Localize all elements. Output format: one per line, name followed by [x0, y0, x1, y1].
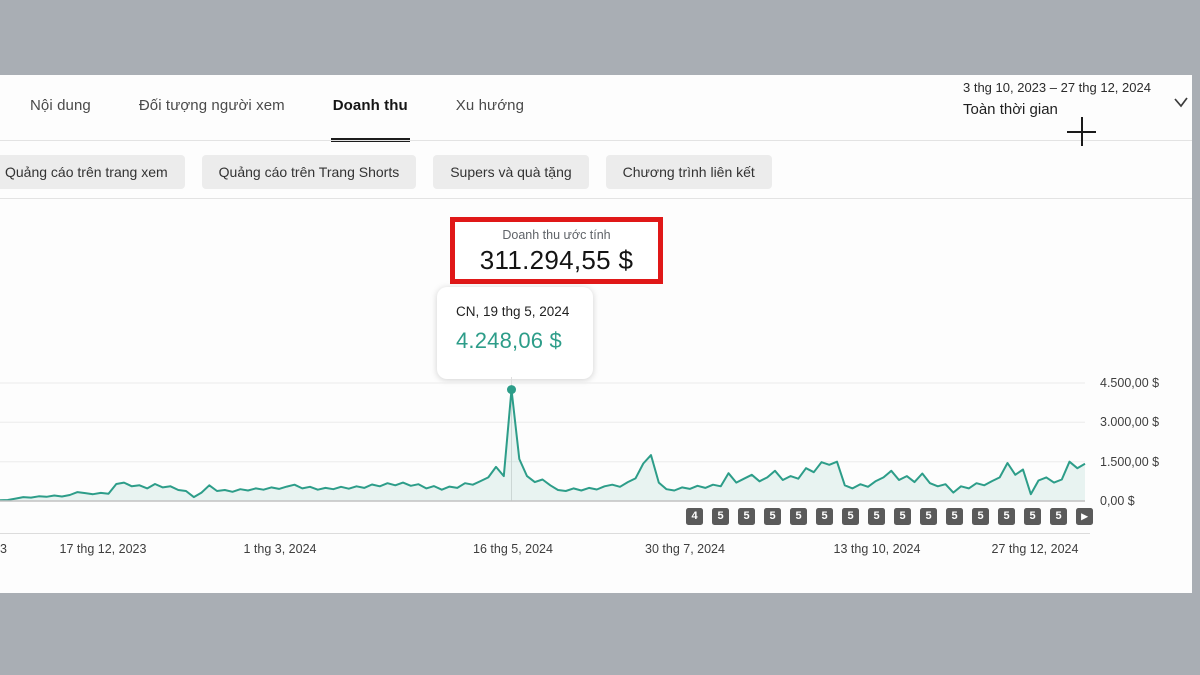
page-badge[interactable]: 5 — [998, 508, 1015, 525]
date-range-selector[interactable]: 3 thg 10, 2023 – 27 thg 12, 2024 Toàn th… — [963, 80, 1168, 118]
x-tick-label: 16 thg 5, 2024 — [473, 542, 553, 556]
chip-supers-gifts[interactable]: Supers và quà tặng — [433, 155, 589, 189]
tooltip-date: CN, 19 thg 5, 2024 — [456, 304, 570, 319]
page-badge[interactable]: 5 — [1024, 508, 1041, 525]
revenue-type-chips: Quảng cáo trên trang xem Quảng cáo trên T… — [0, 155, 772, 189]
page-badge[interactable]: 4 — [686, 508, 703, 525]
page-badge[interactable]: 5 — [712, 508, 729, 525]
metric-title: Doanh thu ước tính — [502, 228, 611, 242]
date-range-text: 3 thg 10, 2023 – 27 thg 12, 2024 — [963, 80, 1151, 95]
chart-tooltip: CN, 19 thg 5, 2024 4.248,06 $ — [437, 287, 593, 379]
analytics-panel: Nội dung Đối tượng người xem Doanh thu Xu h… — [0, 75, 1192, 593]
highlighted-data-point[interactable] — [507, 385, 516, 395]
chevron-down-icon[interactable] — [1172, 93, 1190, 111]
next-page-badge[interactable]: ▶ — [1076, 508, 1093, 525]
x-tick-label: 30 thg 7, 2024 — [645, 542, 725, 556]
tab-revenue[interactable]: Doanh thu — [330, 75, 410, 142]
tab-trends[interactable]: Xu hướng — [455, 97, 525, 114]
chip-watch-page-ads[interactable]: Quảng cáo trên trang xem — [0, 155, 185, 189]
revenue-line — [0, 388, 1086, 502]
y-tick-label: 0,00 $ — [1100, 494, 1135, 508]
estimated-revenue-card: Doanh thu ước tính 311.294,55 $ — [450, 217, 663, 284]
page-badge[interactable]: 5 — [738, 508, 755, 525]
page-badge[interactable]: 5 — [946, 508, 963, 525]
page-badge[interactable]: 5 — [816, 508, 833, 525]
page-badge[interactable]: 5 — [972, 508, 989, 525]
x-tick-label: 1 thg 3, 2024 — [243, 542, 317, 556]
x-axis-line — [0, 533, 1090, 534]
date-range-label: Toàn thời gian — [963, 101, 1058, 118]
tab-audience[interactable]: Đối tượng người xem — [138, 97, 285, 114]
revenue-area-chart[interactable] — [0, 375, 1090, 507]
analytics-tabs: Nội dung Đối tượng người xem Doanh thu Xu h… — [28, 75, 526, 142]
tabs-divider — [0, 140, 1192, 141]
tooltip-value: 4.248,06 $ — [456, 328, 562, 353]
y-tick-label: 3.000,00 $ — [1100, 415, 1160, 430]
crosshair-cursor-icon — [1067, 117, 1096, 146]
x-tick-label: 17 thg 12, 2023 — [59, 542, 147, 556]
page-badge[interactable]: 5 — [790, 508, 807, 525]
page-badge[interactable]: 5 — [868, 508, 885, 525]
page-badge[interactable]: 5 — [920, 508, 937, 525]
chip-affiliate-program[interactable]: Chương trình liên kết — [605, 155, 772, 189]
y-tick-label: 4.500,00 $ — [1100, 376, 1160, 390]
x-tick-label: 27 thg 12, 2024 — [991, 542, 1079, 556]
tab-content[interactable]: Nội dung — [30, 97, 91, 114]
page-badge[interactable]: 5 — [1050, 508, 1067, 525]
chips-divider — [0, 198, 1192, 199]
y-tick-label: 1.500,00 $ — [1100, 454, 1160, 469]
chip-shorts-page-ads[interactable]: Quảng cáo trên Trang Shorts — [201, 155, 417, 189]
page-badge[interactable]: 5 — [764, 508, 781, 525]
x-tick-label: 3 — [0, 542, 7, 556]
revenue-area-fill — [0, 389, 1085, 501]
pagination-badges: 4 5 5 5 5 5 5 5 5 5 5 5 5 5 5 ▶ — [686, 508, 1093, 525]
page-badge[interactable]: 5 — [842, 508, 859, 525]
x-tick-label: 13 thg 10, 2024 — [833, 542, 921, 556]
page-badge[interactable]: 5 — [894, 508, 911, 525]
metric-value: 311.294,55 $ — [479, 245, 634, 275]
